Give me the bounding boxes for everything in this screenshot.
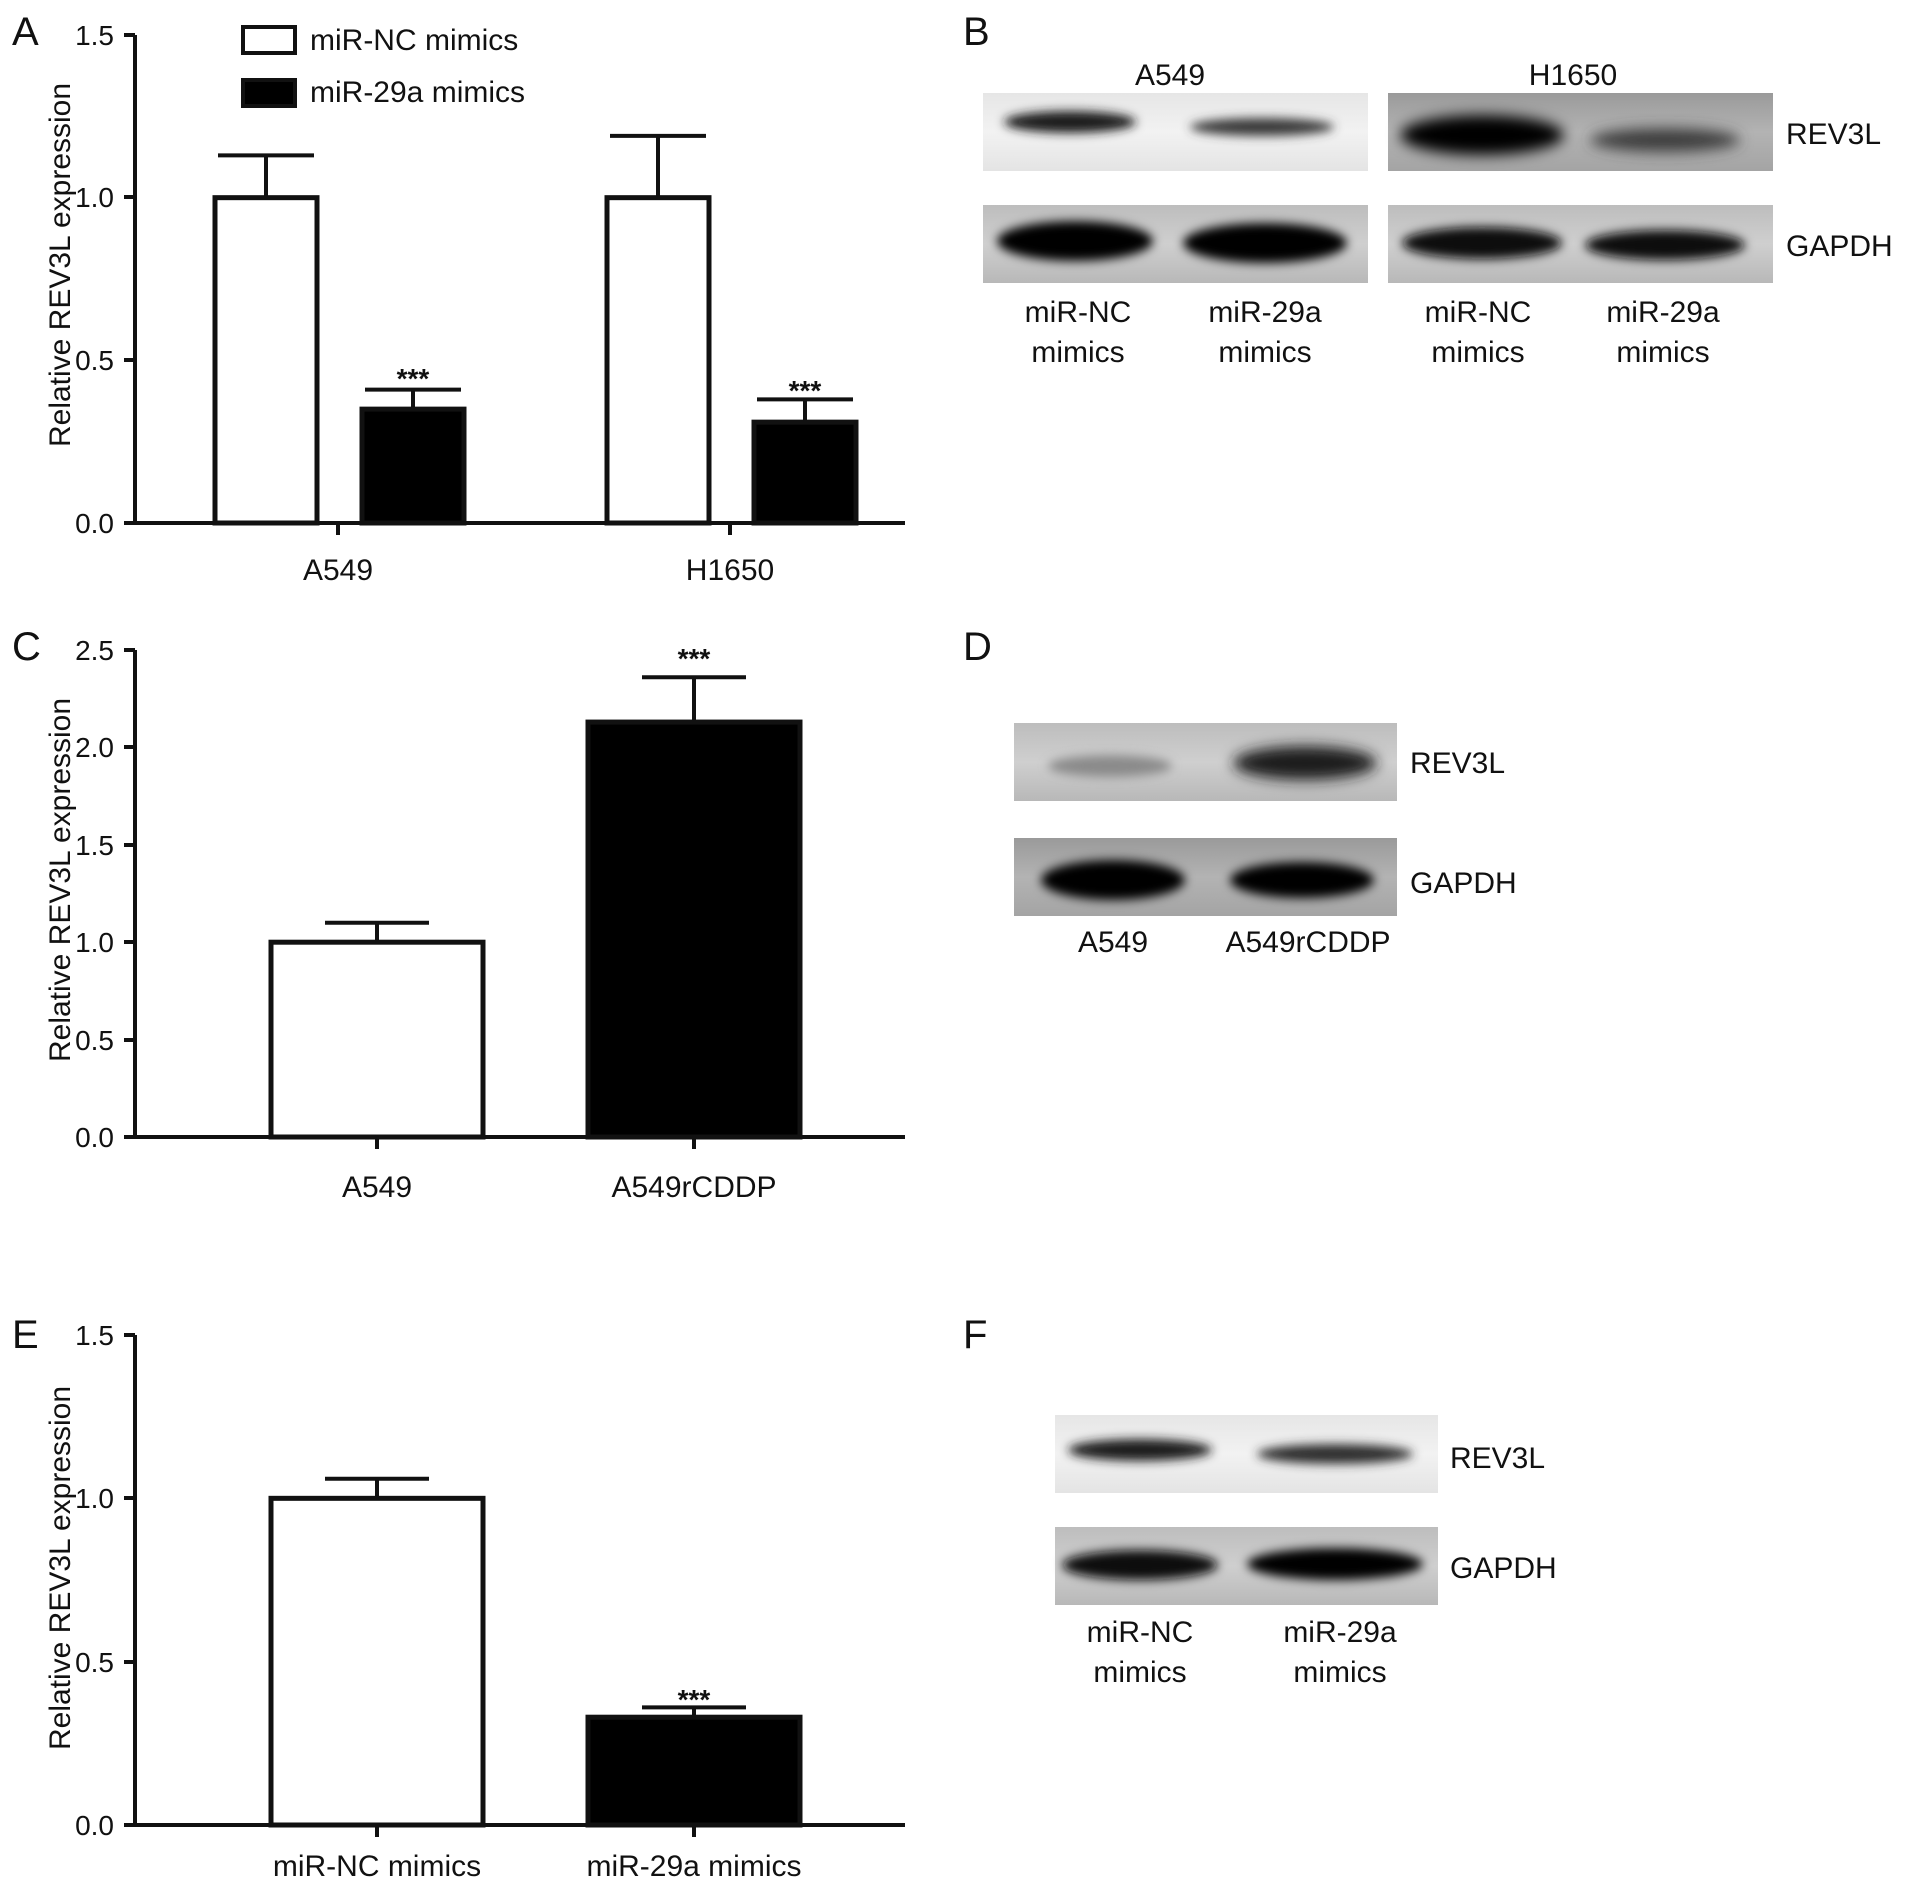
blot-d-lane-label: A549 bbox=[1078, 926, 1148, 959]
chart-a-ytick-label: 0.0 bbox=[75, 508, 114, 539]
western-blot-d: REV3L GAPDH A549 A549rCDDP bbox=[1014, 723, 1517, 959]
blot-f-protein-label: REV3L bbox=[1450, 1442, 1545, 1475]
chart-e-category-label: miR-NC mimics bbox=[273, 1850, 481, 1883]
blot-f-lane-label: mimics bbox=[1093, 1656, 1186, 1689]
western-blot-b: A549 H1650 REV3L GAPDH miR-NC mimics miR… bbox=[983, 59, 1893, 369]
panel-c-letter: C bbox=[12, 625, 41, 669]
chart-a-bar-mir-nc-a549 bbox=[212, 195, 320, 526]
chart-e-ytick-label: 1.5 bbox=[75, 1320, 114, 1351]
chart-c-ytick-label: 2.5 bbox=[75, 635, 114, 666]
chart-a-ylabel: Relative REV3L expression bbox=[44, 83, 77, 447]
chart-c: Relative REV3L expression 0.0 0.5 1.0 1.… bbox=[44, 635, 905, 1204]
blot-band bbox=[1004, 111, 1136, 133]
blot-band bbox=[1048, 755, 1172, 777]
chart-e-category-label: miR-29a mimics bbox=[586, 1850, 801, 1883]
chart-a-bar-mir-nc-h1650 bbox=[604, 195, 712, 526]
legend-swatch-mir-nc bbox=[241, 25, 297, 55]
blot-b-protein-label: GAPDH bbox=[1786, 230, 1893, 263]
blot-band bbox=[1190, 118, 1334, 136]
chart-e-significance: *** bbox=[678, 1684, 711, 1715]
blot-b-cell-line-label: A549 bbox=[1135, 59, 1205, 92]
chart-a-significance: *** bbox=[397, 363, 430, 394]
chart-e: Relative REV3L expression 0.0 0.5 1.0 1.… bbox=[44, 1320, 905, 1883]
blot-b-protein-label: REV3L bbox=[1786, 118, 1881, 151]
blot-band bbox=[1585, 230, 1745, 260]
chart-a-ytick-label: 0.5 bbox=[75, 345, 114, 376]
chart-c-significance: *** bbox=[678, 643, 711, 674]
blot-f-lane-label: miR-NC bbox=[1087, 1616, 1194, 1649]
chart-e-ylabel: Relative REV3L expression bbox=[44, 1386, 77, 1750]
chart-e-ytick-label: 0.0 bbox=[75, 1810, 114, 1841]
chart-c-ytick-label: 0.5 bbox=[75, 1025, 114, 1056]
blot-b-lane-label: mimics bbox=[1031, 336, 1124, 369]
chart-e-bar-mir-29a bbox=[585, 1714, 803, 1828]
panel-d-letter: D bbox=[963, 625, 992, 669]
blot-band bbox=[1041, 860, 1185, 900]
legend-swatch-mir-29a bbox=[241, 78, 297, 108]
blot-f-lane-label: mimics bbox=[1293, 1656, 1386, 1689]
chart-c-yticks: 0.0 0.5 1.0 1.5 2.0 2.5 bbox=[75, 635, 696, 1153]
panel-b-letter: B bbox=[963, 10, 990, 54]
blot-band bbox=[1062, 1550, 1218, 1580]
blot-band bbox=[1402, 227, 1562, 259]
chart-c-bars bbox=[268, 675, 803, 1140]
legend-label-mir-nc: miR-NC mimics bbox=[310, 24, 518, 57]
panel-a-letter: A bbox=[12, 10, 39, 54]
blot-b-lane-label: miR-29a bbox=[1606, 296, 1720, 329]
chart-e-bar-mir-nc bbox=[268, 1495, 486, 1828]
chart-e-bars bbox=[268, 1476, 803, 1828]
blot-f-protein-label: GAPDH bbox=[1450, 1552, 1557, 1585]
chart-a-yticks: 0.0 0.5 1.0 1.5 bbox=[75, 20, 732, 539]
chart-a-bar-mir-29a-a549 bbox=[359, 406, 467, 526]
chart-a-bar-mir-29a-h1650 bbox=[751, 419, 859, 526]
blot-band bbox=[1230, 862, 1374, 898]
blot-band bbox=[1247, 1548, 1423, 1580]
chart-c-bar-a549rcddp bbox=[585, 719, 803, 1140]
blot-b-cell-line-label: H1650 bbox=[1529, 59, 1617, 92]
chart-e-ytick-label: 1.0 bbox=[75, 1483, 114, 1514]
chart-a-ytick-label: 1.0 bbox=[75, 182, 114, 213]
blot-band bbox=[1590, 128, 1740, 152]
blot-band bbox=[1257, 1444, 1413, 1464]
chart-c-category-label: A549 bbox=[342, 1171, 412, 1204]
chart-a-legend: miR-NC mimics miR-29a mimics bbox=[241, 24, 525, 109]
chart-c-ytick-label: 1.0 bbox=[75, 927, 114, 958]
chart-a: Relative REV3L expression 0.0 0.5 1.0 1.… bbox=[44, 20, 905, 587]
blot-b-lane-label: mimics bbox=[1218, 336, 1311, 369]
panel-e-letter: E bbox=[12, 1313, 39, 1357]
chart-c-ylabel: Relative REV3L expression bbox=[44, 698, 77, 1062]
chart-a-ytick-label: 1.5 bbox=[75, 20, 114, 51]
blot-band bbox=[1400, 115, 1564, 155]
blot-band bbox=[1233, 746, 1377, 780]
chart-a-category-label: A549 bbox=[303, 554, 373, 587]
blot-b-lane-label: miR-NC bbox=[1025, 296, 1132, 329]
chart-c-bar-a549 bbox=[268, 939, 486, 1140]
blot-band bbox=[997, 221, 1153, 261]
chart-e-ytick-label: 0.5 bbox=[75, 1647, 114, 1678]
western-blot-f: REV3L GAPDH miR-NC mimics miR-29a mimics bbox=[1055, 1415, 1557, 1689]
blot-b-lane-label: mimics bbox=[1431, 336, 1524, 369]
blot-b-lane-label: miR-NC bbox=[1425, 296, 1532, 329]
chart-e-yticks: 0.0 0.5 1.0 1.5 bbox=[75, 1320, 696, 1841]
blot-f-lane-label: miR-29a bbox=[1283, 1616, 1397, 1649]
blot-b-lane-label: mimics bbox=[1616, 336, 1709, 369]
legend-label-mir-29a: miR-29a mimics bbox=[310, 76, 525, 109]
panel-f-letter: F bbox=[963, 1313, 987, 1357]
blot-d-protein-label: REV3L bbox=[1410, 747, 1505, 780]
chart-a-significance: *** bbox=[789, 375, 822, 406]
chart-c-category-label: A549rCDDP bbox=[611, 1171, 776, 1204]
blot-band bbox=[1183, 223, 1347, 263]
chart-a-category-label: H1650 bbox=[686, 554, 774, 587]
blot-d-protein-label: GAPDH bbox=[1410, 867, 1517, 900]
chart-a-bars bbox=[212, 133, 859, 526]
blot-band bbox=[1068, 1439, 1212, 1461]
blot-b-lane-label: miR-29a bbox=[1208, 296, 1322, 329]
chart-c-ytick-label: 0.0 bbox=[75, 1122, 114, 1153]
blot-d-lane-label: A549rCDDP bbox=[1225, 926, 1390, 959]
chart-c-ytick-label: 1.5 bbox=[75, 830, 114, 861]
chart-c-ytick-label: 2.0 bbox=[75, 732, 114, 763]
